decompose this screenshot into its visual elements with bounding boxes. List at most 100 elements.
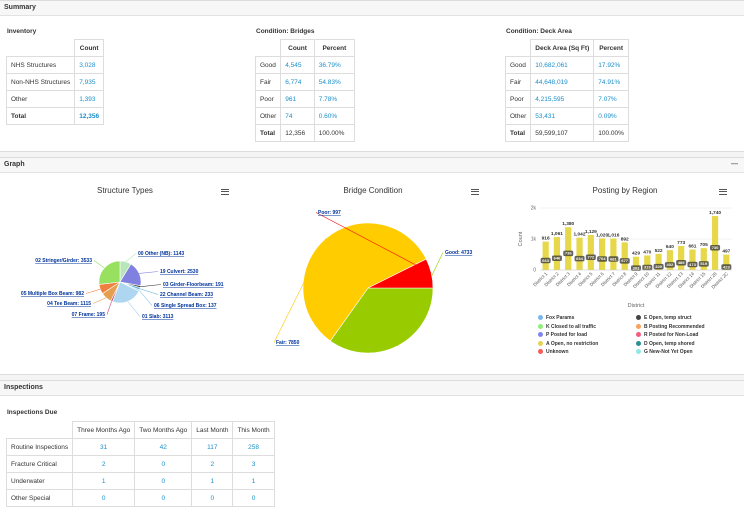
summary-header[interactable]: Summary [0, 1, 744, 16]
structure-type-connector [127, 301, 141, 317]
bridge-condition-connector [273, 238, 327, 343]
bar[interactable] [644, 255, 651, 270]
legend-label: Fox Params [546, 315, 575, 321]
structure-type-data-label[interactable]: 02 Stringer/Girder: 3533 [35, 258, 92, 264]
legend-item[interactable]: P Posted for load [538, 332, 587, 338]
legend-item[interactable]: Fox Params [538, 315, 574, 321]
legend-item[interactable]: A Open, no restriction [538, 340, 599, 347]
structure-types-title: Structure Types [97, 186, 153, 195]
bar-total-label: 892 [621, 236, 629, 242]
graph-panel: Graph — Structure Types 00 Other (NB): 1… [0, 157, 744, 375]
legend-item[interactable]: R Posted for Non-Load [636, 332, 698, 338]
structure-type-data-label[interactable]: 07 Frame: 195 [72, 312, 106, 318]
collapse-icon[interactable]: — [731, 161, 738, 168]
legend-marker-icon [636, 323, 641, 329]
bar[interactable] [700, 248, 707, 270]
legend-label: A Open, no restriction [546, 340, 599, 347]
menu-icon[interactable] [471, 189, 479, 195]
bar[interactable] [576, 237, 583, 270]
bar-inner-label: 677 [621, 258, 628, 263]
y-tick-label: 0 [533, 268, 536, 274]
table-row: Total 12,356 [5, 107, 105, 125]
bridge-condition-title: Bridge Condition [343, 186, 403, 195]
legend-item[interactable]: Unknown [538, 349, 569, 355]
graph-header[interactable]: Graph — [0, 158, 744, 173]
table-row: Fair 6,774 54.83% [254, 73, 356, 91]
bar[interactable] [655, 253, 662, 270]
bridge-condition-data-label[interactable]: Fair: 7850 [276, 340, 300, 346]
menu-icon[interactable] [221, 189, 229, 195]
bar-inner-label: 423 [723, 264, 730, 269]
bar[interactable] [723, 254, 730, 270]
bar-total-label: 640 [666, 244, 674, 250]
structure-type-data-label[interactable]: 04 Tee Beam: 1115 [47, 301, 91, 307]
bar-total-label: 773 [677, 240, 685, 246]
bar[interactable] [565, 227, 572, 270]
bar[interactable] [666, 250, 673, 270]
y-tick-label: 2k [531, 206, 537, 212]
legend-item[interactable]: K Closed to all traffic [538, 323, 596, 330]
bar-total-label: 661 [688, 244, 696, 250]
bar[interactable] [621, 242, 628, 270]
structure-type-data-label[interactable]: 19 Culvert: 2530 [160, 269, 199, 275]
inspections-due-table: Three Months Ago Two Months Ago Last Mon… [5, 421, 275, 507]
bridge-condition-data-label[interactable]: Poor: 997 [318, 210, 341, 216]
bar-total-label: 1,042 [574, 232, 586, 238]
bar[interactable] [542, 241, 549, 270]
bar[interactable] [711, 216, 719, 270]
bar[interactable] [678, 246, 685, 270]
legend-item[interactable]: E Open, temp struct [636, 315, 692, 321]
bridge-condition-slice[interactable] [302, 222, 427, 342]
bar-total-label: 522 [655, 248, 663, 254]
legend-item[interactable]: G New-Not Yet Open [636, 349, 693, 355]
deck-area-title: Condition: Deck Area [506, 28, 572, 35]
bar-inner-label: 473 [689, 262, 696, 267]
bar-inner-badge [676, 260, 687, 266]
bar[interactable] [610, 238, 617, 270]
structure-type-data-label[interactable]: 05 Multiple Box Beam: 982 [21, 291, 84, 297]
bar-inner-badge [698, 261, 709, 267]
structure-type-data-label[interactable]: 22 Channel Beam: 233 [160, 292, 213, 298]
bar-inner-badge [664, 262, 675, 268]
bar-total-label: 470 [643, 249, 651, 255]
bar[interactable] [587, 235, 594, 270]
bar[interactable] [632, 256, 640, 270]
legend-item[interactable]: D Open, temp shored [636, 340, 695, 347]
legend-marker-icon [636, 332, 641, 337]
bridge-condition-data-label[interactable]: Good: 4733 [445, 250, 472, 256]
bar-inner-badge [540, 257, 551, 264]
bar-inner-label: 704 [599, 256, 606, 261]
structure-type-slice[interactable] [112, 281, 140, 304]
bar-inner-badge [619, 258, 630, 264]
bar-inner-badge [721, 264, 732, 270]
legend-item[interactable]: B Posting Recommended [636, 323, 705, 330]
bar[interactable] [553, 237, 561, 270]
bar[interactable] [689, 249, 696, 270]
deck-area-table: Deck Area (Sq Ft) Percent Good 10,682,061 1… [504, 39, 629, 142]
bar-total-label: 1,061 [551, 231, 563, 237]
bar-total-label: 429 [632, 251, 640, 257]
bar-inner-label: 646 [554, 256, 561, 261]
table-row: Fracture Critical 2 0 2 3 [5, 455, 275, 473]
legend-label: P Posted for load [546, 332, 588, 338]
structure-type-data-label[interactable]: 01 Slab: 3113 [142, 314, 174, 320]
structure-type-slice[interactable] [98, 260, 121, 285]
structure-type-data-label[interactable]: 03 Girder-Floorbeam: 191 [163, 282, 224, 288]
table-row: Underwater 1 0 1 1 [5, 472, 275, 490]
structure-type-connector [93, 260, 105, 269]
inventory-table: Count NHS Structures 3,028 Non-NHS Struct… [5, 39, 105, 125]
structure-type-data-label[interactable]: 06 Single Spread Box: 137 [154, 303, 217, 309]
bar-inner-badge [563, 250, 574, 257]
structure-type-data-label[interactable]: 00 Other (NB): 1143 [138, 251, 184, 257]
bar-total-label: 1,016 [607, 233, 619, 239]
menu-icon[interactable] [719, 189, 727, 195]
posting-by-region-title: Posting by Region [592, 186, 658, 195]
inspections-header[interactable]: Inspections [0, 381, 744, 396]
bar[interactable] [599, 238, 606, 270]
table-row: Other 53,431 0.09% [504, 107, 629, 125]
legend-marker-icon [636, 340, 641, 346]
bar-inner-label: 319 [644, 265, 651, 270]
bar-inner-badge [687, 261, 698, 268]
table-row: Fair 44,648,019 74.91% [504, 73, 629, 91]
